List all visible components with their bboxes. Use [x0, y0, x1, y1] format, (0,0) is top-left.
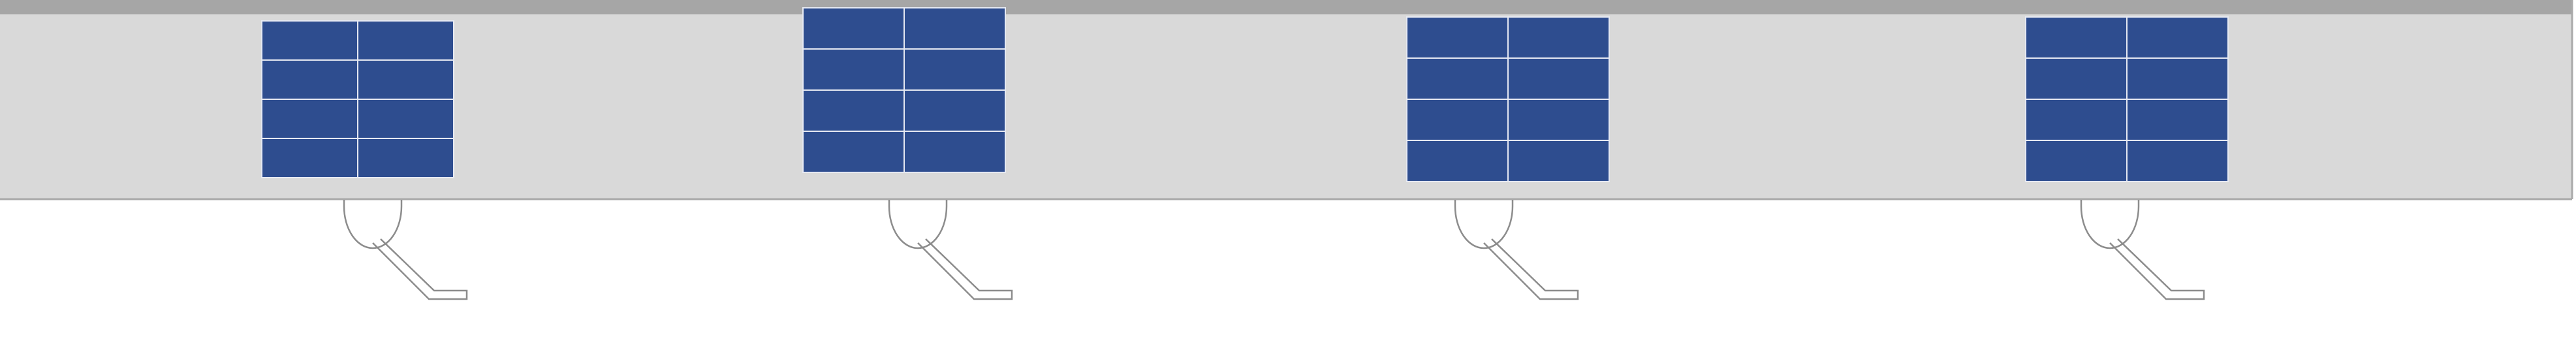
panel-cell: [2025, 57, 2128, 100]
panel-cell: [802, 48, 905, 91]
panel-cell: [357, 20, 454, 61]
panel-cell: [2025, 140, 2128, 182]
panel-cell: [1507, 140, 1610, 182]
panel-cell: [1507, 16, 1610, 59]
panel-cell: [2126, 140, 2229, 182]
panel-cell: [261, 99, 358, 139]
panel-cell: [261, 138, 358, 178]
panel-cell: [1406, 16, 1509, 59]
fixture-hood: [1454, 200, 1514, 249]
unit-4: [2025, 16, 2229, 300]
unit-1: [261, 20, 468, 300]
panel-cell: [357, 138, 454, 178]
fixture-arm: [1483, 238, 1579, 300]
panel-cell: [1507, 57, 1610, 100]
panel-cell: [2025, 99, 2128, 141]
fixture-arm: [372, 238, 468, 300]
unit-2: [802, 7, 1013, 300]
panel-cell: [1406, 57, 1509, 100]
panel-cell: [903, 48, 1006, 91]
panel-cell: [802, 89, 905, 132]
panel-cell: [1406, 99, 1509, 141]
fixture-hood: [888, 200, 948, 249]
panel-cell: [2126, 57, 2229, 100]
fixture-arm: [2109, 238, 2205, 300]
panel-cell: [261, 59, 358, 100]
solar-units: [261, 7, 2229, 300]
panel-cell: [903, 7, 1006, 50]
wall-top-band: [0, 0, 2572, 14]
panel-cell: [357, 99, 454, 139]
panel-cell: [2126, 99, 2229, 141]
panel-cell: [2126, 16, 2229, 59]
fixture-hood: [2080, 200, 2140, 249]
fixture-arm: [917, 238, 1013, 300]
panel-cell: [357, 59, 454, 100]
panel-cell: [2025, 16, 2128, 59]
panel-cell: [903, 131, 1006, 173]
panel-cell: [1507, 99, 1610, 141]
panel-cell: [261, 20, 358, 61]
panel-cell: [802, 7, 905, 50]
panel-cell: [903, 89, 1006, 132]
panel-cell: [1406, 140, 1509, 182]
panel-cell: [802, 131, 905, 173]
fixture-hood: [343, 200, 403, 249]
unit-3: [1406, 16, 1610, 300]
